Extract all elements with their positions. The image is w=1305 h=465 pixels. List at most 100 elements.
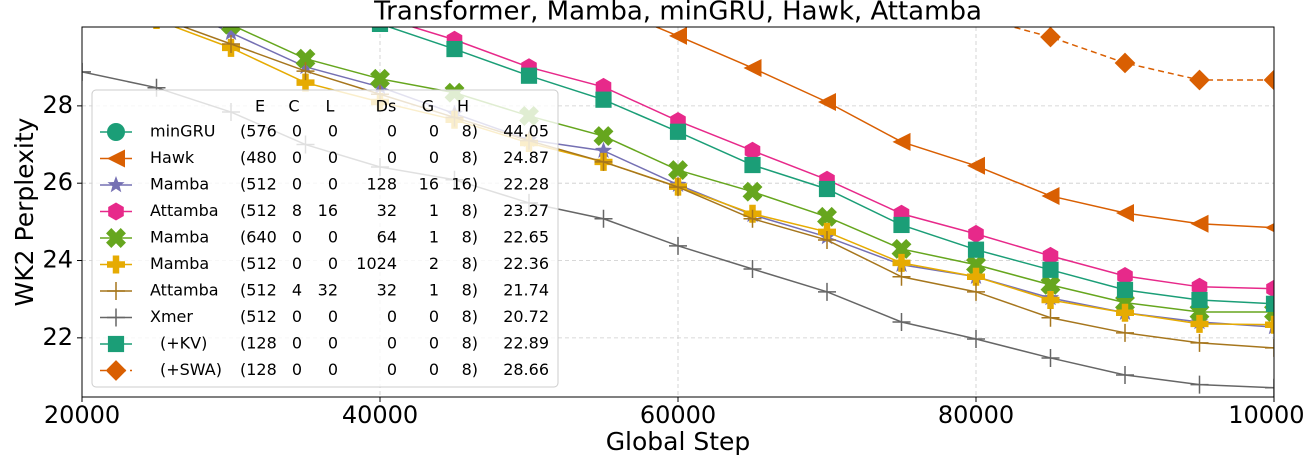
legend-name: Xmer [150,307,193,326]
y-axis-label: WK2 Perplexity [10,117,39,306]
legend-config: 0 [328,175,338,194]
legend-config: 0 [429,360,439,379]
legend-final: 24.87 [503,148,549,167]
marker [1116,203,1134,222]
marker [968,224,984,243]
legend-config: 0 [292,122,302,141]
legend-config: (512 [240,201,277,220]
marker [1116,281,1134,299]
y-tick-label: 22 [42,323,73,351]
marker [744,141,761,160]
legend-final: 23.27 [503,201,549,220]
x-tick-label: 100000 [1228,401,1305,429]
marker [893,216,910,234]
legend-final: 22.36 [503,254,549,273]
series-line [1010,27,1274,81]
legend-entry: Attamba (512 8 16 32 1 8) 23.27 [100,201,549,221]
legend-config: 0 [429,148,439,167]
marker [107,335,125,353]
legend-config: 0 [292,360,302,379]
legend-final: 44.05 [503,122,549,141]
marker [1041,308,1060,327]
legend-config: 0 [387,360,397,379]
marker [105,360,127,381]
marker [742,181,763,202]
marker [743,58,762,77]
legend-entry: Mamba (512 0 0 1024 2 8) 22.36 [100,254,549,274]
y-tick-label: 26 [42,168,73,196]
marker [446,40,463,58]
marker [818,282,836,301]
marker [669,178,687,197]
marker [1266,279,1274,298]
legend-final: 22.28 [503,175,549,194]
marker [1263,69,1274,91]
legend-config: 64 [377,228,397,247]
marker [966,254,986,275]
marker [594,141,613,159]
marker [1040,27,1061,48]
marker [296,62,315,81]
marker [1190,333,1209,352]
marker [743,209,762,228]
legend-config: 0 [328,360,338,379]
legend-header: G [422,97,434,116]
legend-config: (512 [240,281,277,300]
legend-config: 8) [462,360,478,379]
legend-config: 8) [462,201,478,220]
legend-config: 0 [328,307,338,326]
marker [594,152,613,171]
legend-entry: Attamba (512 4 32 32 1 8) 21.74 [100,281,549,300]
marker [669,27,687,45]
legend-config: 8) [462,307,478,326]
legend-entry: (+SWA) (128 0 0 0 0 8) 28.66 [100,360,549,381]
legend-config: (128 [240,334,277,353]
marker [296,73,315,92]
marker [107,255,125,274]
marker [370,68,390,89]
marker [1190,375,1209,394]
x-tick-label: 60000 [640,401,716,429]
legend-config: 32 [377,281,397,300]
marker [1117,266,1133,285]
marker [967,330,985,349]
legend-config: 16) [451,175,478,194]
marker [1116,365,1134,384]
legend-config: 0 [292,228,302,247]
marker [1190,314,1209,333]
marker [148,8,166,26]
legend-final: 20.72 [503,307,549,326]
legend-config: (512 [240,254,277,273]
marker [153,27,160,30]
legend-config: 0 [328,254,338,273]
marker [669,236,687,255]
marker [1042,246,1059,265]
x-tick-label: 40000 [342,401,418,429]
marker [148,0,165,5]
legend-config: 8) [462,254,478,273]
legend-config: 0 [429,122,439,141]
legend-config: 8) [462,228,478,247]
marker [107,282,125,300]
marker [1041,348,1060,367]
marker [817,206,837,227]
legend-config: (512 [240,307,277,326]
marker [967,156,985,175]
marker [967,282,985,301]
marker [892,312,911,331]
legend-config: 0 [292,334,302,353]
legend-name: Attamba [150,281,219,300]
marker [1191,291,1208,309]
legend-header: L [326,97,335,116]
legend-name: Mamba [150,228,209,247]
marker [1114,52,1136,74]
marker [967,267,985,286]
marker [594,209,613,228]
legend-config: 0 [387,307,397,326]
legend-config: 1 [429,201,439,220]
marker [295,48,316,69]
x-tick-label: 20000 [44,401,120,429]
marker [1190,214,1209,233]
legend-config: 0 [292,307,302,326]
